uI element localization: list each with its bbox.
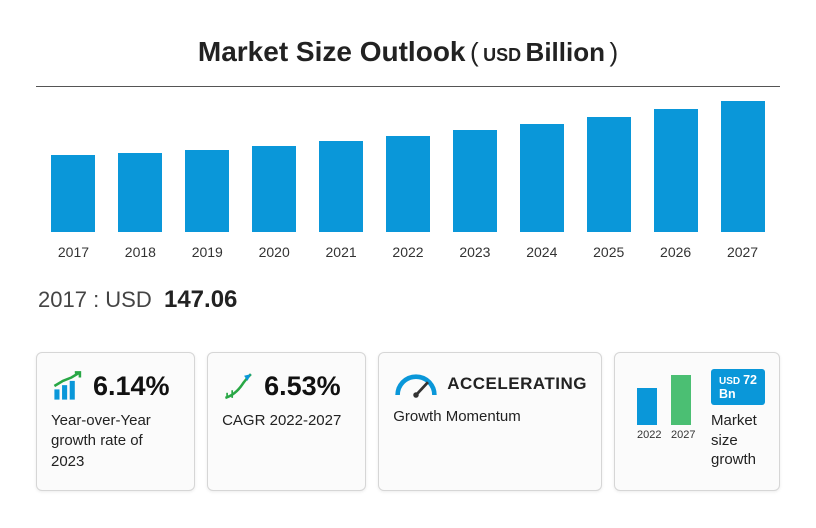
mini-label: 2022 (637, 429, 657, 441)
chart-bar (587, 117, 631, 232)
title-usd: USD (483, 45, 521, 65)
mini-bar (637, 388, 657, 425)
title-billion: Billion (526, 37, 605, 67)
chart-bar (51, 155, 95, 232)
x-label: 2023 (441, 244, 508, 260)
x-label: 2026 (642, 244, 709, 260)
bar-chart (36, 86, 780, 232)
momentum-label: Growth Momentum (393, 407, 587, 427)
chart-bar (721, 101, 765, 232)
title-main: Market Size Outlook (198, 36, 466, 67)
bar-container (36, 86, 780, 232)
card-yoy: 6.14% Year-over-Year growth rate of 2023 (36, 352, 195, 491)
readout-currency: USD (105, 287, 151, 312)
gauge-icon (393, 369, 439, 399)
pill-usd: USD (719, 376, 740, 387)
growth-label: Market size growth (711, 411, 765, 470)
chart-bar (252, 146, 296, 232)
x-label: 2025 (575, 244, 642, 260)
chart-title: Market Size Outlook ( USD Billion ) (0, 0, 816, 86)
chart-bar (319, 141, 363, 232)
mini-bar (671, 375, 691, 425)
bar-trend-icon (51, 369, 85, 403)
x-label: 2018 (107, 244, 174, 260)
value-readout: 2017 : USD 147.06 (38, 286, 816, 314)
chart-bar (520, 124, 564, 232)
cagr-value: 6.53% (264, 371, 341, 402)
growth-arrow-icon (222, 369, 256, 403)
card-growth: 2022 2027 USD72 Bn Market size growth (614, 352, 780, 491)
readout-sep: : (87, 287, 105, 312)
x-label: 2021 (308, 244, 375, 260)
readout-value: 147.06 (164, 286, 237, 313)
card-momentum: Accelerating Growth Momentum (378, 352, 602, 491)
x-label: 2027 (709, 244, 776, 260)
cagr-label: CAGR 2022-2027 (222, 411, 351, 431)
chart-bar (386, 136, 430, 232)
chart-bar (185, 150, 229, 232)
metric-cards: 6.14% Year-over-Year growth rate of 2023… (36, 352, 780, 491)
chart-bar (453, 130, 497, 232)
title-paren-close: ) (609, 37, 618, 67)
title-paren-open: ( (470, 37, 479, 67)
growth-pill: USD72 Bn (711, 369, 765, 405)
momentum-value: Accelerating (447, 374, 587, 394)
x-axis-labels: 2017201820192020202120222023202420252026… (36, 244, 780, 260)
x-label: 2024 (508, 244, 575, 260)
readout-year: 2017 (38, 287, 87, 312)
yoy-label: Year-over-Year growth rate of 2023 (51, 411, 180, 472)
chart-bar (118, 153, 162, 232)
x-label: 2019 (174, 244, 241, 260)
x-label: 2020 (241, 244, 308, 260)
x-label: 2017 (40, 244, 107, 260)
yoy-value: 6.14% (93, 371, 170, 402)
chart-bar (654, 109, 698, 232)
card-cagr: 6.53% CAGR 2022-2027 (207, 352, 366, 491)
mini-label: 2027 (671, 429, 691, 441)
mini-chart: 2022 2027 (629, 369, 699, 441)
x-label: 2022 (375, 244, 442, 260)
